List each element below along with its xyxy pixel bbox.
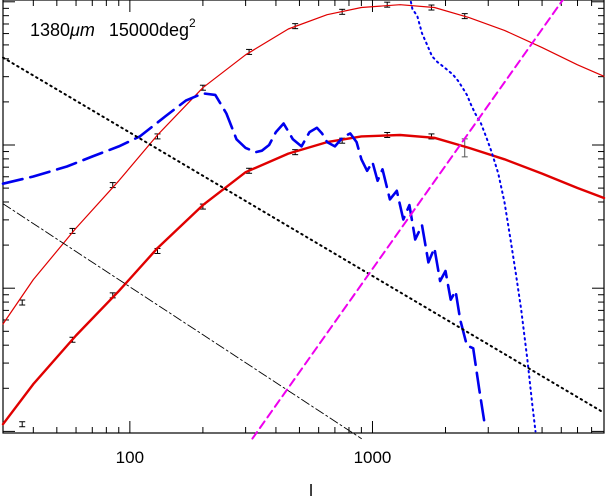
series-line-dotted <box>409 0 537 433</box>
series-line-dashed-long <box>1 92 487 426</box>
series-line-dash-dot <box>2 203 362 440</box>
x-tick-label: 100 <box>116 448 144 467</box>
series-line-solid-thin <box>2 4 605 325</box>
series-line-dotted <box>2 56 605 414</box>
series-line-dashed <box>251 0 564 440</box>
series-lines <box>1 0 606 440</box>
series-line-solid-thick <box>1 133 606 426</box>
x-axis-label: l <box>309 481 313 496</box>
plot-frame <box>2 0 605 434</box>
x-tick-label: 1000 <box>354 448 392 467</box>
x-tick-labels: 100 1000 <box>116 448 392 467</box>
chart-annotation: 1380μm 15000deg2 <box>30 16 196 40</box>
axis-ticks <box>2 0 605 433</box>
error-bars <box>19 1 468 428</box>
